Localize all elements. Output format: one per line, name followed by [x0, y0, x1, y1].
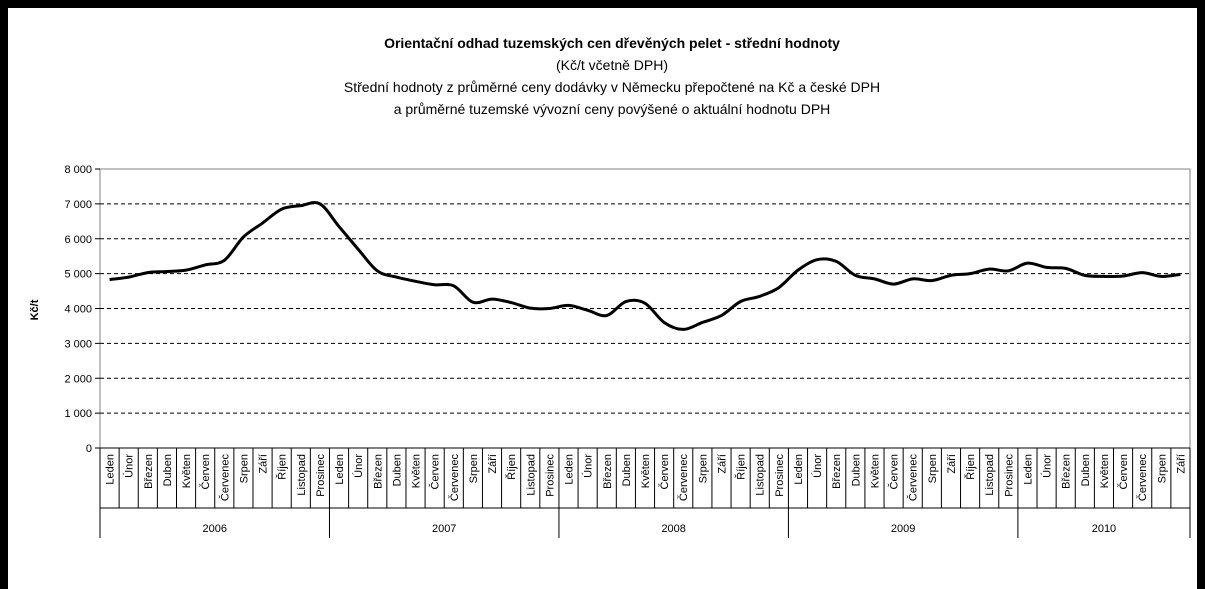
y-tick-label: 8 000 — [64, 164, 92, 176]
chart-title: Orientační odhad tuzemských cen dřevěnýc… — [384, 35, 840, 51]
group-label: 2006 — [202, 523, 226, 535]
group-label: 2008 — [661, 523, 685, 535]
y-tick-label: 2 000 — [64, 373, 92, 385]
y-tick-label: 4 000 — [64, 304, 92, 316]
group-label: 2007 — [432, 523, 456, 535]
x-tick-label: Duben — [391, 454, 403, 486]
x-tick-label: Únor — [811, 454, 824, 478]
x-tick-label: Listopad — [755, 454, 767, 496]
x-tick-label: Únor — [582, 454, 595, 478]
x-tick-label: Květen — [869, 454, 881, 488]
x-tick-label: Září — [716, 454, 728, 474]
y-tick-label: 6 000 — [64, 234, 92, 246]
x-tick-label: Srpen — [238, 454, 250, 483]
x-tick-label: Červen — [1117, 454, 1130, 489]
x-tick-label: Leden — [793, 454, 805, 485]
x-tick-label: Březen — [143, 454, 155, 489]
y-axis-title: Kč/t — [29, 299, 41, 320]
x-tick-label: Listopad — [296, 454, 308, 496]
x-tick-label: Červenec — [448, 454, 461, 502]
x-tick-label: Září — [258, 454, 270, 474]
x-tick-label: Únor — [123, 454, 136, 478]
x-tick-label: Září — [946, 454, 958, 474]
x-tick-label: Duben — [1080, 454, 1092, 486]
y-tick-label: 7 000 — [64, 199, 92, 211]
x-tick-label: Leden — [564, 454, 576, 485]
x-tick-label: Duben — [621, 454, 633, 486]
x-tick-label: Listopad — [525, 454, 537, 496]
x-tick-label: Únor — [1041, 454, 1054, 478]
x-tick-label: Prosinec — [774, 454, 786, 497]
group-label: 2009 — [891, 523, 915, 535]
y-tick-label: 5 000 — [64, 269, 92, 281]
x-tick-label: Červenec — [677, 454, 690, 502]
x-tick-label: Květen — [181, 454, 193, 488]
x-tick-label: Březen — [1061, 454, 1073, 489]
x-tick-label: Duben — [162, 454, 174, 486]
x-tick-label: Květen — [411, 454, 423, 488]
y-tick-label: 3 000 — [64, 338, 92, 350]
x-tick-label: Říjen — [276, 454, 289, 480]
x-tick-label: Leden — [105, 454, 117, 485]
x-tick-label: Leden — [1022, 454, 1034, 485]
x-tick-label: Říjen — [505, 454, 518, 480]
x-tick-label: Červen — [429, 454, 442, 489]
group-label: 2010 — [1092, 523, 1116, 535]
x-tick-label: Červenec — [907, 454, 920, 502]
x-tick-label: Srpen — [697, 454, 709, 483]
x-tick-label: Březen — [602, 454, 614, 489]
y-tick-label: 0 — [86, 443, 92, 455]
y-tick-label: 1 000 — [64, 408, 92, 420]
subtitle: Střední hodnoty z průměrné ceny dodávky … — [344, 79, 880, 95]
x-tick-label: Červenec — [1136, 454, 1149, 502]
line — [109, 201, 1181, 331]
x-tick-label: Červen — [658, 454, 671, 489]
x-tick-label: Prosinec — [544, 454, 556, 497]
x-tick-label: Září — [1175, 454, 1187, 474]
x-tick-label: Září — [487, 454, 499, 474]
x-tick-label: Duben — [850, 454, 862, 486]
x-tick-label: Květen — [1099, 454, 1111, 488]
x-tick-label: Srpen — [1156, 454, 1168, 483]
x-tick-label: Březen — [372, 454, 384, 489]
x-tick-label: Říjen — [964, 454, 977, 480]
x-tick-label: Únor — [352, 454, 365, 478]
x-tick-label: Červenec — [218, 454, 231, 502]
x-tick-label: Srpen — [468, 454, 480, 483]
x-tick-label: Srpen — [927, 454, 939, 483]
x-tick-label: Leden — [334, 454, 346, 485]
x-tick-label: Listopad — [984, 454, 996, 496]
subtitle: (Kč/t včetně DPH) — [556, 57, 668, 73]
subtitle: a průměrné tuzemské vývozní ceny povýšen… — [394, 101, 831, 117]
x-tick-label: Prosinec — [1003, 454, 1015, 497]
x-tick-label: Červen — [888, 454, 901, 489]
x-tick-label: Červen — [199, 454, 212, 489]
x-tick-label: Říjen — [735, 454, 748, 480]
x-tick-label: Květen — [640, 454, 652, 488]
x-tick-label: Březen — [831, 454, 843, 489]
x-tick-label: Prosinec — [315, 454, 327, 497]
